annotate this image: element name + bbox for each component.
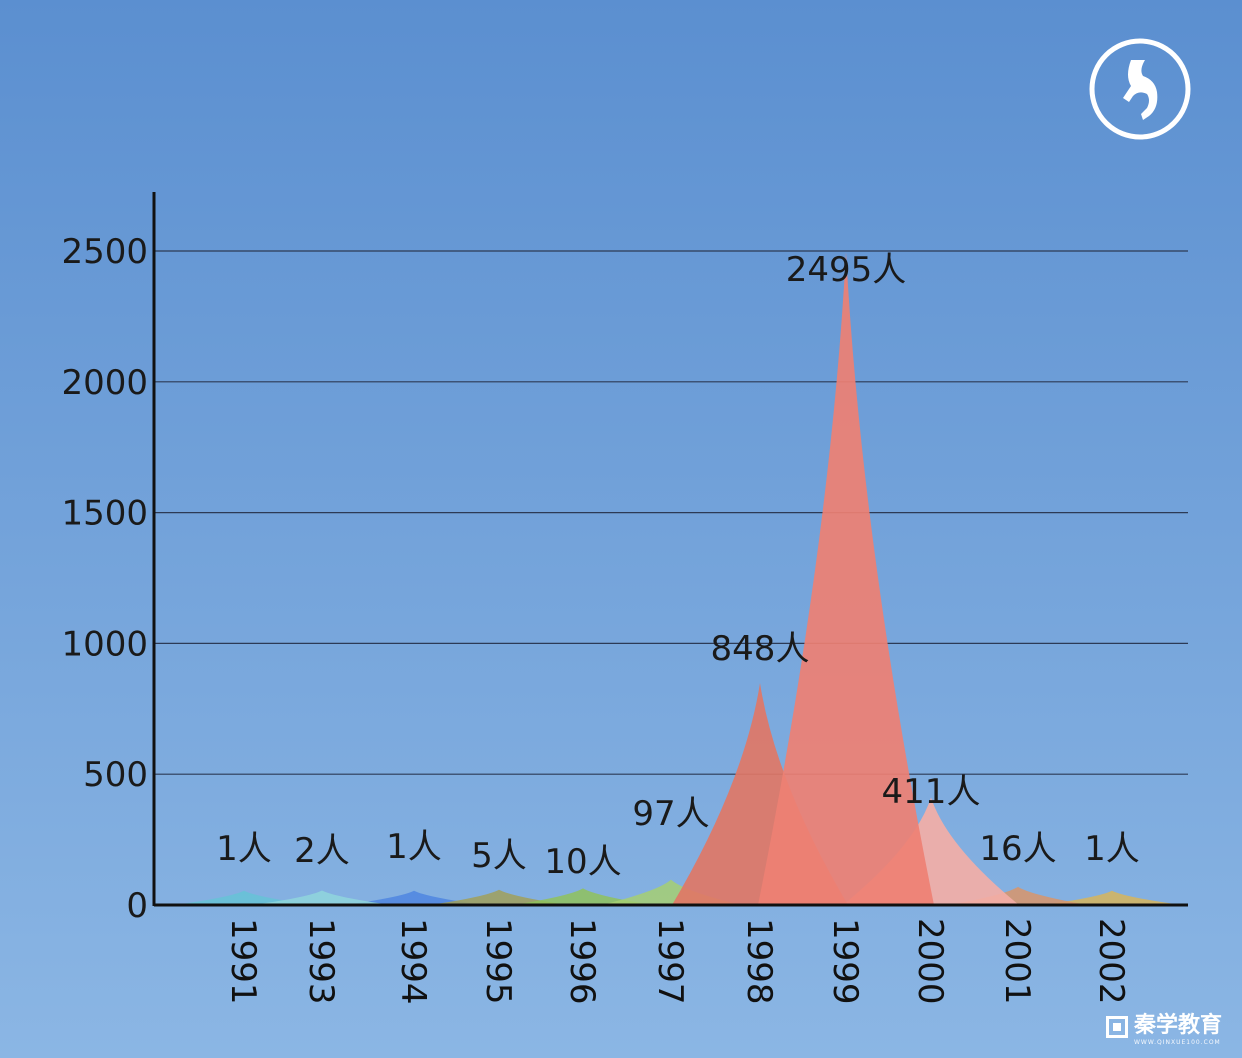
x-tick-1998: 1998 (739, 918, 779, 1005)
x-tick-1995: 1995 (478, 918, 518, 1005)
peak-2002 (1042, 890, 1182, 905)
x-tick-2001: 2001 (997, 918, 1037, 1005)
data-label-1993: 2人 (294, 831, 350, 871)
data-label-1998: 848人 (711, 629, 810, 669)
y-tick-500: 500 (83, 755, 148, 795)
peak-1999 (758, 252, 934, 906)
data-label-2001: 16人 (979, 829, 1056, 869)
peak-1993 (252, 890, 392, 905)
x-tick-1999: 1999 (825, 918, 865, 1005)
y-tick-0: 0 (126, 886, 148, 926)
music-note-circle-icon (1089, 38, 1191, 140)
x-tick-1994: 1994 (393, 918, 433, 1005)
series-peaks (174, 252, 1182, 906)
y-tick-1000: 1000 (61, 624, 148, 664)
data-label-1999: 2495人 (786, 250, 907, 290)
data-label-2000: 411人 (882, 772, 981, 812)
data-labels: 1人 2人 1人 5人 10人 97人 848人 2495人 411人 16人 1人 (216, 250, 1140, 882)
brand-watermark: 秦学教育 WWW.QINXUE100.COM (1105, 1007, 1222, 1046)
x-tick-2002: 2002 (1091, 918, 1131, 1005)
brand-square-icon (1105, 1015, 1128, 1038)
y-tick-2500: 2500 (61, 232, 148, 272)
gridlines (154, 250, 1188, 775)
x-tick-1991: 1991 (223, 918, 263, 1005)
data-label-1991: 1人 (216, 829, 272, 869)
data-label-1996: 10人 (544, 842, 621, 882)
x-tick-2000: 2000 (910, 918, 950, 1005)
x-tick-1996: 1996 (562, 918, 602, 1005)
y-tick-1500: 1500 (61, 494, 148, 534)
y-tick-2000: 2000 (61, 363, 148, 403)
axes (152, 192, 1188, 907)
peak-1995 (429, 889, 569, 905)
data-label-2002: 1人 (1084, 829, 1140, 869)
data-label-1997: 97人 (632, 794, 709, 834)
brand-text-block: 秦学教育 WWW.QINXUE100.COM (1134, 1007, 1222, 1046)
x-tick-1993: 1993 (301, 918, 341, 1005)
x-tick-1997: 1997 (650, 918, 690, 1005)
data-label-1994: 1人 (386, 827, 442, 867)
data-label-1995: 5人 (471, 836, 527, 876)
peak-1994 (344, 890, 484, 905)
y-tick-labels: 0 500 1000 1500 2000 2500 (61, 232, 148, 926)
brand-sub-text: WWW.QINXUE100.COM (1133, 1039, 1221, 1046)
x-tick-labels: 1991 1993 1994 1995 1996 1997 1998 1999 2000 2001… (223, 918, 1131, 1005)
brand-text: 秦学教育 (1133, 1013, 1222, 1038)
